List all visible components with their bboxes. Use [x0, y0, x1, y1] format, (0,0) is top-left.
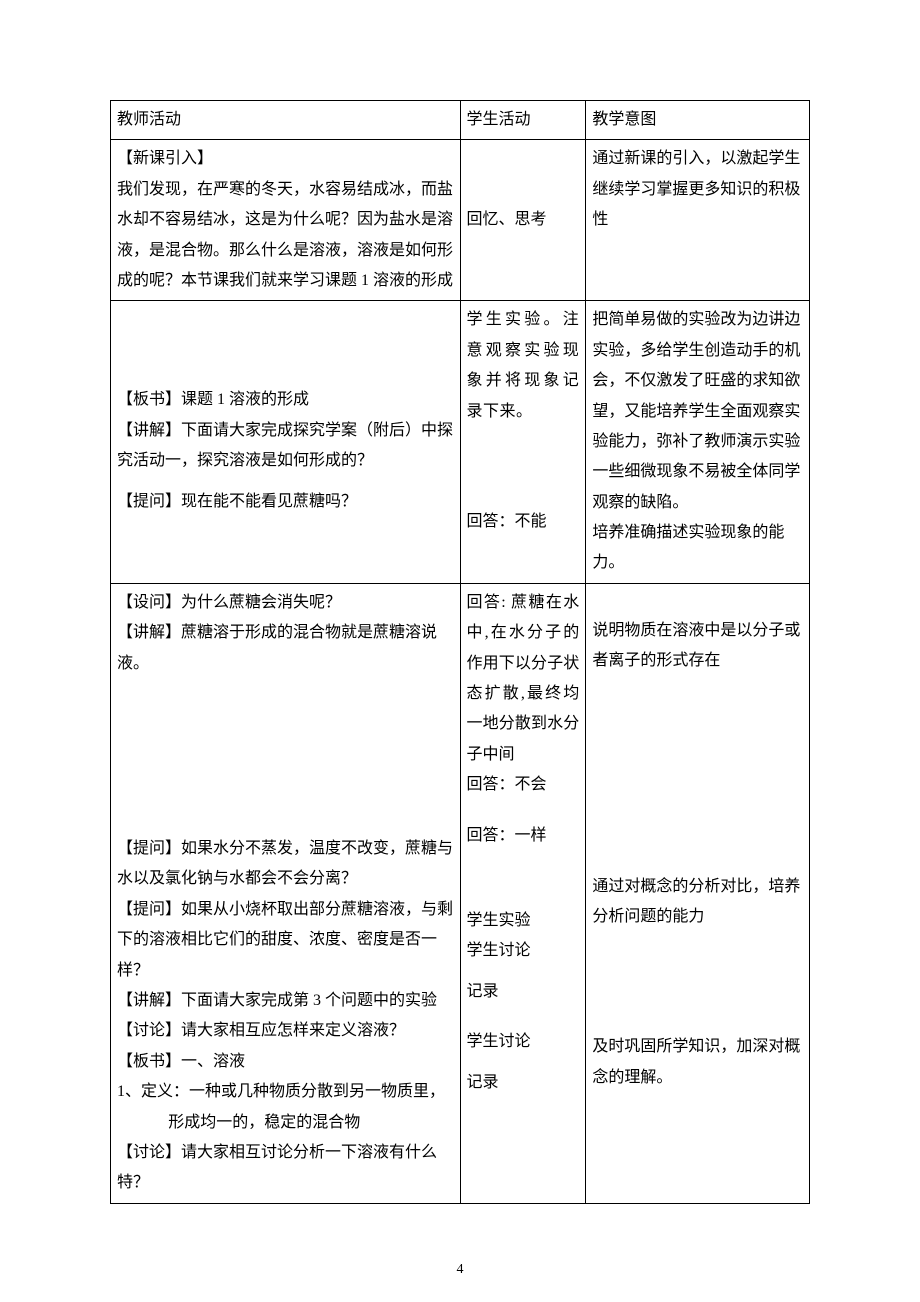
- teacher-line: 【板书】一、溶液: [117, 1047, 454, 1077]
- table-header-row: 教师活动 学生活动 教学意图: [111, 101, 810, 140]
- cell-intent: 说明物质在溶液中是以分子或者离子的形式存在 通过对概念的分析对比，培养分析问题的…: [586, 583, 810, 1203]
- cell-intent: 通过新课的引入，以激起学生继续学习掌握更多知识的积极性: [586, 140, 810, 301]
- intent-text: 及时巩固所学知识，加深对概念的理解。: [592, 1032, 803, 1093]
- student-text: 回答：一样: [467, 821, 580, 851]
- student-text: 回答：不会: [467, 770, 580, 800]
- teacher-line: 1、定义：一种或几种物质分散到另一物质里，: [117, 1077, 454, 1107]
- student-text: 记录: [467, 1068, 580, 1098]
- table-row: 【新课引入】 我们发现，在严寒的冬天，水容易结成冰，而盐水却不容易结冰，这是为什…: [111, 140, 810, 301]
- col-header-student: 学生活动: [460, 101, 586, 140]
- intro-tag: 【新课引入】: [117, 144, 454, 174]
- student-text: 学生讨论: [467, 936, 580, 966]
- teacher-line: 【讲解】下面请大家完成探究学案（附后）中探究活动一，探究溶液是如何形成的？: [117, 416, 454, 477]
- intent-text: 把简单易做的实验改为边讲边实验，多给学生创造动手的机会，不仅激发了旺盛的求知欲望…: [592, 305, 803, 518]
- intent-text: 说明物质在溶液中是以分子或者离子的形式存在: [592, 616, 803, 677]
- student-text: 学生讨论: [467, 1027, 580, 1057]
- lesson-plan-table: 教师活动 学生活动 教学意图 【新课引入】 我们发现，在严寒的冬天，水容易结成冰…: [110, 100, 810, 1204]
- teacher-line: 【讲解】下面请大家完成第 3 个问题中的实验: [117, 986, 454, 1016]
- intent-text: 培养准确描述实验现象的能力。: [592, 518, 803, 579]
- student-text: 记录: [467, 977, 580, 1007]
- student-text: 回答: 蔗糖在水中,在水分子的作用下以分子状态扩散,最终均一地分散到水分子中间: [467, 588, 580, 770]
- student-text: 学生实验: [467, 906, 580, 936]
- cell-teacher: 【板书】课题 1 溶液的形成 【讲解】下面请大家完成探究学案（附后）中探究活动一…: [111, 301, 461, 584]
- teacher-line-indent: 形成均一的，稳定的混合物: [117, 1108, 454, 1138]
- cell-teacher: 【设问】为什么蔗糖会消失呢？ 【讲解】蔗糖溶于形成的混合物就是蔗糖溶说液。 【提…: [111, 583, 461, 1203]
- cell-intent: 把简单易做的实验改为边讲边实验，多给学生创造动手的机会，不仅激发了旺盛的求知欲望…: [586, 301, 810, 584]
- table-row: 【设问】为什么蔗糖会消失呢？ 【讲解】蔗糖溶于形成的混合物就是蔗糖溶说液。 【提…: [111, 583, 810, 1203]
- teacher-line: 【讨论】请大家相互应怎样来定义溶液？: [117, 1016, 454, 1046]
- document-page: 教师活动 学生活动 教学意图 【新课引入】 我们发现，在严寒的冬天，水容易结成冰…: [0, 0, 920, 1302]
- cell-student: 回忆、思考: [460, 140, 586, 301]
- page-number: 4: [0, 1257, 920, 1282]
- student-text: 回答：不能: [467, 507, 580, 537]
- col-header-teacher: 教师活动: [111, 101, 461, 140]
- cell-student: 学生实验。注意观察实验现象并将现象记录下来。 回答：不能: [460, 301, 586, 584]
- col-header-intent: 教学意图: [586, 101, 810, 140]
- teacher-line: 【提问】现在能不能看见蔗糖吗？: [117, 487, 454, 517]
- cell-student: 回答: 蔗糖在水中,在水分子的作用下以分子状态扩散,最终均一地分散到水分子中间 …: [460, 583, 586, 1203]
- student-text: 回忆、思考: [467, 205, 580, 235]
- intent-text: 通过新课的引入，以激起学生继续学习掌握更多知识的积极性: [592, 144, 803, 235]
- teacher-line: 【板书】课题 1 溶液的形成: [117, 385, 454, 415]
- teacher-line: 【讲解】蔗糖溶于形成的混合物就是蔗糖溶说液。: [117, 618, 454, 679]
- teacher-line: 【提问】如果从小烧杯取出部分蔗糖溶液，与剩下的溶液相比它们的甜度、浓度、密度是否…: [117, 895, 454, 986]
- teacher-line: 【设问】为什么蔗糖会消失呢？: [117, 588, 454, 618]
- teacher-line: 【提问】如果水分不蒸发，温度不改变，蔗糖与水以及氯化钠与水都会不会分离？: [117, 834, 454, 895]
- student-text: 学生实验。注意观察实验现象并将现象记录下来。: [467, 305, 580, 427]
- cell-teacher: 【新课引入】 我们发现，在严寒的冬天，水容易结成冰，而盐水却不容易结冰，这是为什…: [111, 140, 461, 301]
- table-row: 【板书】课题 1 溶液的形成 【讲解】下面请大家完成探究学案（附后）中探究活动一…: [111, 301, 810, 584]
- intro-body: 我们发现，在严寒的冬天，水容易结成冰，而盐水却不容易结冰，这是为什么呢？因为盐水…: [117, 175, 454, 297]
- intent-text: 通过对概念的分析对比，培养分析问题的能力: [592, 872, 803, 933]
- teacher-line: 【讨论】请大家相互讨论分析一下溶液有什么特？: [117, 1138, 454, 1199]
